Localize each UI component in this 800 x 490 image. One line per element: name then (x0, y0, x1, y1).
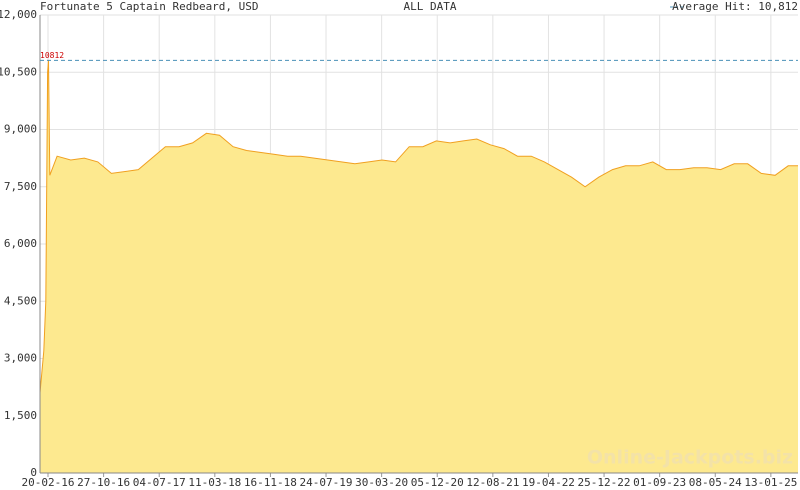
watermark: Online-Jackpots.biz (587, 447, 793, 469)
chart-subtitle: ALL DATA (404, 0, 457, 13)
y-tick-label: 1,500 (4, 409, 37, 422)
x-tick-label: 27-10-16 (77, 476, 130, 489)
x-tick-label: 11-03-18 (188, 476, 241, 489)
x-tick-label: 16-11-18 (244, 476, 297, 489)
y-tick-label: 12,000 (0, 8, 37, 21)
area-fill (40, 60, 798, 474)
x-tick-label: 12-08-21 (466, 476, 519, 489)
x-tick-label: 30-03-20 (355, 476, 408, 489)
y-tick-label: 7,500 (4, 180, 37, 193)
x-tick-label: 08-05-24 (689, 476, 742, 489)
y-tick-label: 10,500 (0, 65, 37, 78)
x-tick-label: 20-02-16 (22, 476, 75, 489)
y-tick-label: 6,000 (4, 237, 37, 250)
x-tick-label: 19-04-22 (522, 476, 575, 489)
legend-label: Average Hit: 10,812 (672, 0, 798, 13)
y-tick-label: 0 (30, 466, 37, 479)
average-label: 10812 (40, 51, 64, 60)
y-tick-label: 4,500 (4, 294, 37, 307)
x-tick-label: 13-01-25 (744, 476, 797, 489)
y-tick-label: 3,000 (4, 352, 37, 365)
line (39, 60, 798, 393)
chart-title: Fortunate 5 Captain Redbeard, USD (40, 0, 259, 13)
x-tick-label: 05-12-20 (411, 476, 464, 489)
x-tick-label: 24-07-19 (300, 476, 353, 489)
x-tick-label: 01-09-23 (633, 476, 686, 489)
y-tick-label: 9,000 (4, 123, 37, 136)
x-tick-label: 25-12-22 (578, 476, 631, 489)
x-tick-label: 04-07-17 (133, 476, 186, 489)
